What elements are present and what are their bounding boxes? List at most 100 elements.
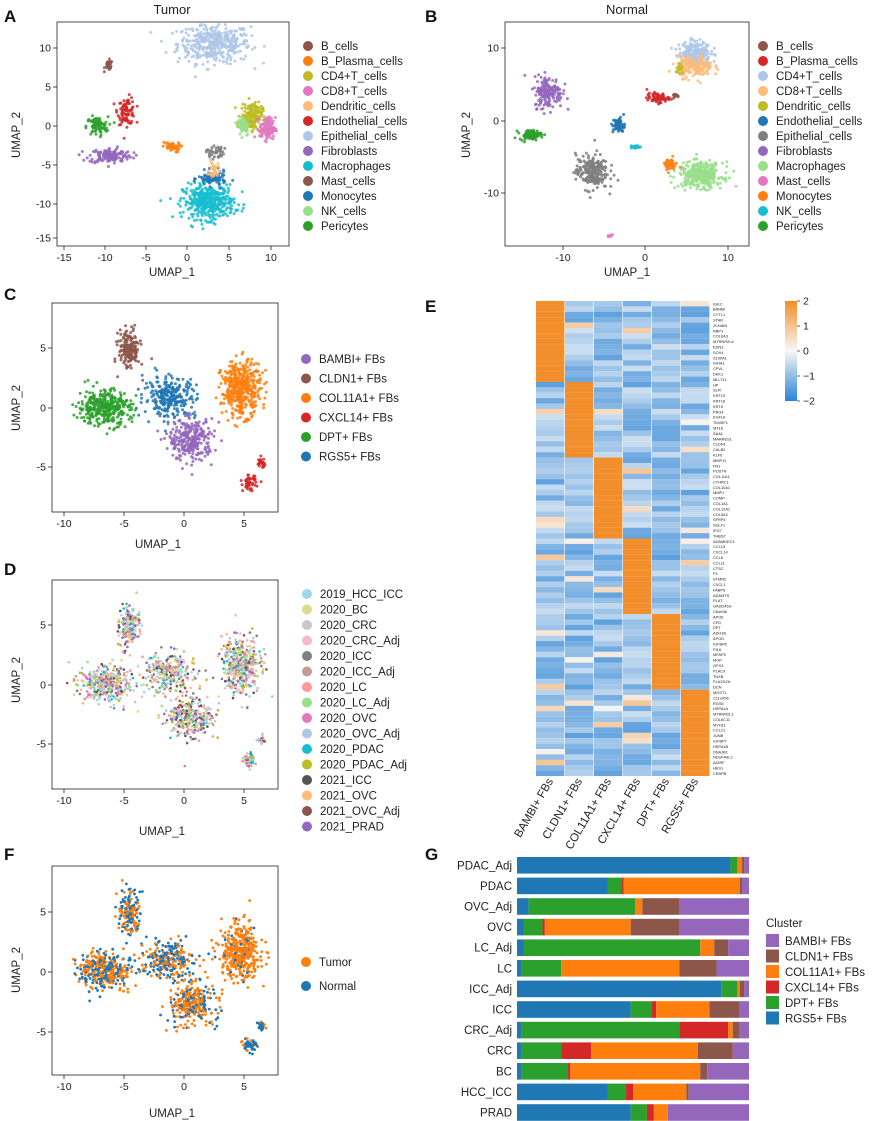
point xyxy=(116,375,120,379)
point xyxy=(245,487,249,491)
point xyxy=(174,430,178,434)
point xyxy=(83,395,87,399)
legend-item: Endothelial_cells xyxy=(758,116,863,128)
legend-item: NK_cells xyxy=(303,206,367,218)
point xyxy=(102,406,106,410)
legend-item: Epithelial_cells xyxy=(758,131,852,143)
point xyxy=(581,165,585,169)
point xyxy=(672,175,676,179)
legend-item: Pericytes xyxy=(758,221,824,233)
point xyxy=(150,357,154,361)
point xyxy=(96,421,100,425)
point xyxy=(244,482,248,486)
point xyxy=(245,375,249,378)
point xyxy=(123,392,126,395)
point xyxy=(698,72,702,76)
point xyxy=(207,169,210,173)
point xyxy=(205,203,209,207)
point xyxy=(157,410,160,414)
point xyxy=(223,34,227,38)
point xyxy=(102,154,106,158)
point xyxy=(187,449,190,453)
point xyxy=(253,391,256,395)
point xyxy=(129,366,133,370)
point xyxy=(588,196,592,200)
point xyxy=(198,36,202,40)
point xyxy=(523,73,527,77)
point xyxy=(546,96,550,100)
point xyxy=(140,362,144,366)
point xyxy=(207,32,211,36)
point xyxy=(552,96,555,100)
point xyxy=(103,149,107,153)
point xyxy=(232,201,236,204)
point xyxy=(232,391,236,395)
point xyxy=(188,430,192,434)
point xyxy=(176,400,180,404)
cluster-epithelial-cells xyxy=(572,138,620,200)
point xyxy=(253,102,257,106)
panel-b-legend: B_cellsB_Plasma_cellsCD4+T_cellsCD8+T_ce… xyxy=(758,41,863,233)
point xyxy=(177,147,181,151)
point xyxy=(115,153,119,157)
point xyxy=(676,95,680,99)
point xyxy=(93,424,96,428)
point xyxy=(728,176,731,180)
point xyxy=(227,395,231,399)
point xyxy=(210,153,214,157)
point xyxy=(543,101,547,105)
point xyxy=(707,163,711,167)
point xyxy=(695,39,699,43)
legend-swatch xyxy=(303,116,313,126)
point xyxy=(124,324,128,328)
point xyxy=(223,23,227,27)
point xyxy=(703,176,707,180)
point xyxy=(689,186,693,189)
point xyxy=(186,425,190,429)
point xyxy=(125,399,129,402)
legend-item: Mast_cells xyxy=(758,176,831,188)
cluster-cd4-t-cells xyxy=(234,115,250,140)
point xyxy=(623,125,626,129)
point xyxy=(214,34,218,38)
point xyxy=(678,61,682,65)
point xyxy=(240,115,244,119)
point xyxy=(121,118,125,122)
point xyxy=(154,401,158,405)
point xyxy=(83,380,87,384)
x-tick-label: -10 xyxy=(56,518,71,530)
point xyxy=(249,116,253,120)
point xyxy=(115,400,119,404)
point xyxy=(228,381,232,385)
point xyxy=(191,225,194,229)
point xyxy=(128,654,132,657)
point xyxy=(248,372,252,375)
legend-item: NK_cells xyxy=(758,206,822,218)
point xyxy=(684,180,688,183)
point xyxy=(129,408,133,412)
point xyxy=(236,379,240,383)
point xyxy=(248,488,252,492)
x-tick-label: 0 xyxy=(181,518,187,530)
point xyxy=(700,51,704,55)
panel-c-ylabel: UMAP_2 xyxy=(11,385,23,431)
point xyxy=(262,403,266,406)
point xyxy=(695,177,699,181)
point xyxy=(705,69,709,73)
point xyxy=(233,395,237,399)
point xyxy=(651,94,655,98)
point xyxy=(252,410,256,414)
point xyxy=(137,360,141,364)
legend-label: Pericytes xyxy=(321,221,369,233)
point xyxy=(714,168,718,172)
point xyxy=(198,432,202,436)
point xyxy=(211,53,214,56)
point xyxy=(217,165,221,169)
point xyxy=(212,37,216,41)
point xyxy=(689,58,693,62)
point xyxy=(230,372,234,376)
point xyxy=(199,39,203,43)
point xyxy=(616,120,620,124)
legend-item: Monocytes xyxy=(758,191,832,203)
point xyxy=(218,191,222,195)
